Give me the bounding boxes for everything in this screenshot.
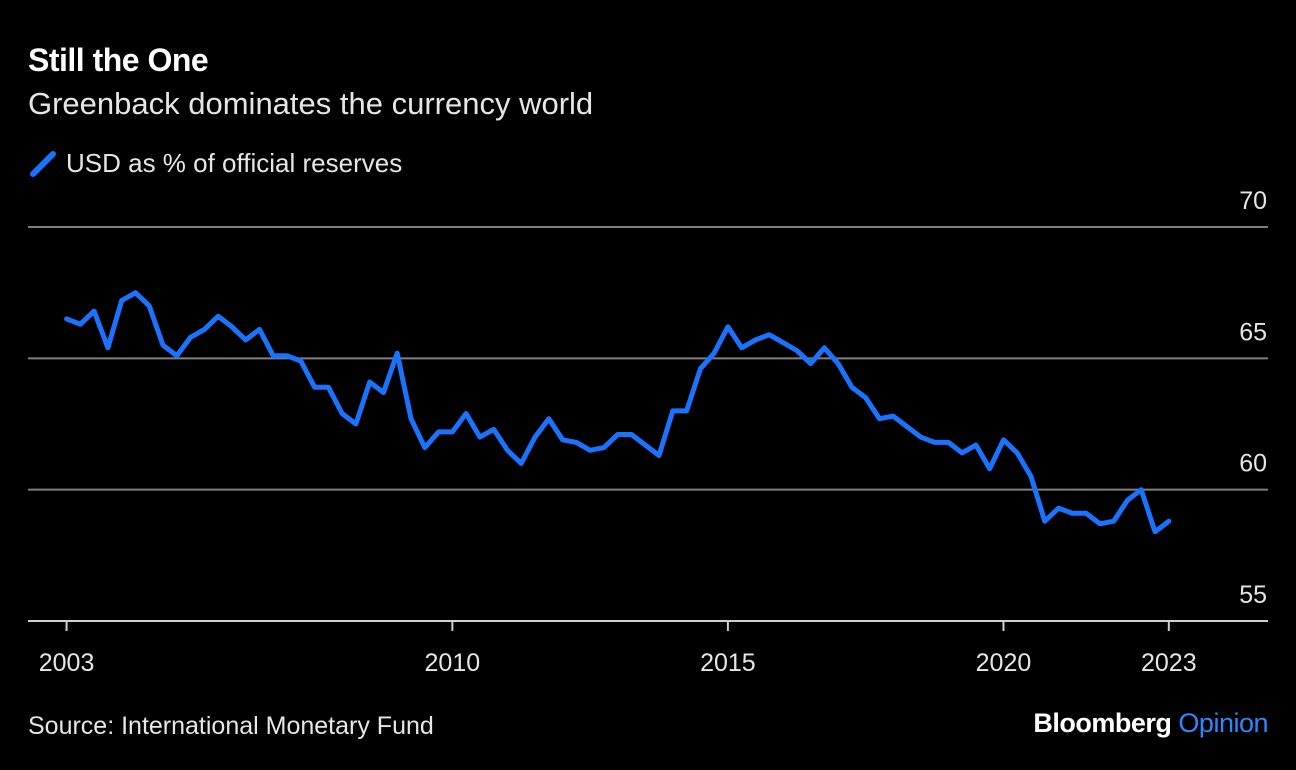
x-tick-label-2010: 2010	[425, 649, 481, 677]
chart-subtitle: Greenback dominates the currency world	[28, 86, 594, 121]
legend-swatch-icon	[30, 150, 56, 177]
source-note: Source: International Monetary Fund	[28, 712, 434, 740]
y-tick-label-65: 65	[1239, 318, 1267, 346]
series-line-0	[64, 290, 1172, 535]
brand-opinion: Opinion	[1178, 708, 1268, 738]
y-tick-label-55: 55	[1239, 581, 1267, 609]
x-tick-label-2020: 2020	[976, 649, 1032, 677]
y-tick-label-60: 60	[1239, 450, 1267, 478]
x-tick-label-2023: 2023	[1141, 649, 1197, 677]
brand-bloomberg: Bloomberg	[1033, 708, 1172, 738]
x-tick-label-2003: 2003	[39, 649, 95, 677]
x-tick-label-2015: 2015	[700, 649, 756, 677]
bloomberg-opinion-logo: Bloomberg Opinion	[1033, 708, 1268, 739]
legend-label: USD as % of official reserves	[66, 148, 403, 178]
y-tick-label-70: 70	[1239, 187, 1267, 215]
chart-title: Still the One	[28, 42, 209, 78]
legend: USD as % of official reserves	[28, 148, 402, 179]
